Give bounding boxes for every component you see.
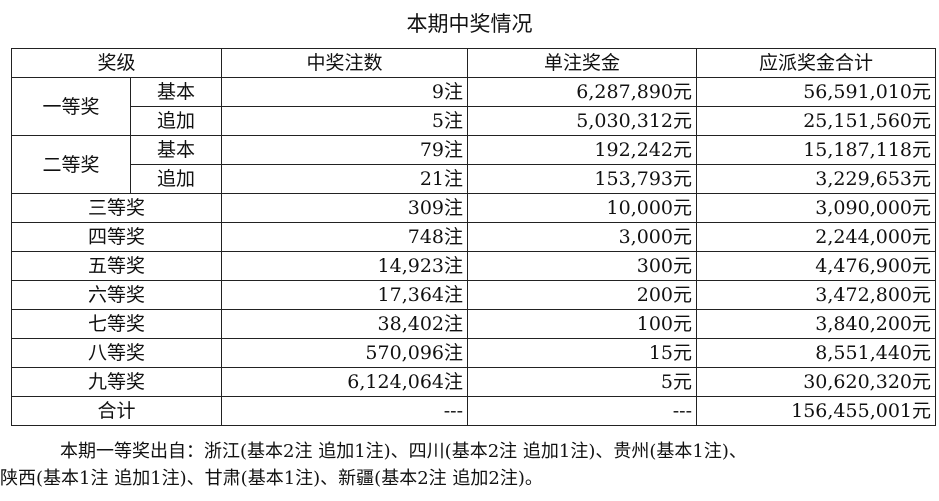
level-cell: 七等奖 [11, 309, 222, 339]
table-row: 追加 5注 5,030,312元 25,151,560元 [12, 106, 936, 136]
table-row: 二等奖 基本 79注 192,242元 15,187,118元 [11, 135, 936, 194]
count-cell: 570,096注 [221, 338, 468, 368]
single-prize-cell: 5元 [467, 367, 697, 397]
single-prize-cell: 5,030,312元 [467, 106, 697, 136]
sub-level-cell: 基本 [130, 135, 222, 165]
count-cell: 38,402注 [221, 309, 468, 339]
count-cell: 309注 [221, 193, 468, 223]
total-prize-cell: 3,840,200元 [696, 309, 936, 339]
table-total-row: 合计 --- --- 156,455,001元 [11, 396, 936, 426]
single-prize-cell: 153,793元 [467, 164, 697, 194]
sub-level-cell: 基本 [130, 77, 222, 107]
single-prize-cell: 200元 [467, 280, 697, 310]
single-prize-cell: 192,242元 [467, 135, 697, 165]
single-prize-cell: 100元 [467, 309, 697, 339]
count-cell: --- [221, 396, 468, 426]
level-cell: 八等奖 [11, 338, 222, 368]
table-row: 五等奖 14,923注 300元 4,476,900元 [11, 251, 936, 281]
table-row: 八等奖 570,096注 15元 8,551,440元 [11, 338, 936, 368]
winner-origin-note: 本期一等奖出自：浙江(基本2注 追加1注)、四川(基本2注 追加1注)、贵州(基… [0, 438, 930, 492]
total-prize-cell: 30,620,320元 [696, 367, 936, 397]
level-cell: 一等奖 [11, 77, 131, 136]
note-line-2: 陕西(基本1注 追加1注)、甘肃(基本1注)、新疆(基本2注 追加2注)。 [0, 468, 543, 489]
total-prize-cell: 4,476,900元 [696, 251, 936, 281]
table-row: 七等奖 38,402注 100元 3,840,200元 [11, 309, 936, 339]
level-cell: 三等奖 [11, 193, 222, 223]
single-prize-cell: 10,000元 [467, 193, 697, 223]
count-cell: 6,124,064注 [221, 367, 468, 397]
grand-total-cell: 156,455,001元 [696, 396, 936, 426]
level-cell: 九等奖 [11, 367, 222, 397]
table-row: 六等奖 17,364注 200元 3,472,800元 [11, 280, 936, 310]
single-prize-cell: 3,000元 [467, 222, 697, 252]
total-prize-cell: 15,187,118元 [696, 135, 936, 165]
level-cell: 五等奖 [11, 251, 222, 281]
table-row: 四等奖 748注 3,000元 2,244,000元 [11, 222, 936, 252]
total-prize-cell: 3,472,800元 [696, 280, 936, 310]
table-row: 九等奖 6,124,064注 5元 30,620,320元 [11, 367, 936, 397]
single-prize-cell: 300元 [467, 251, 697, 281]
header-total-prize: 应派奖金合计 [696, 48, 936, 78]
total-prize-cell: 56,591,010元 [696, 77, 936, 107]
level-cell: 二等奖 [11, 135, 131, 194]
total-prize-cell: 3,090,000元 [696, 193, 936, 223]
count-cell: 5注 [221, 106, 468, 136]
total-label-cell: 合计 [11, 396, 222, 426]
count-cell: 21注 [221, 164, 468, 194]
header-level: 奖级 [11, 48, 222, 78]
header-count: 中奖注数 [221, 48, 468, 78]
sub-level-cell: 追加 [130, 164, 222, 194]
single-prize-cell: 15元 [467, 338, 697, 368]
table-header-row: 奖级 中奖注数 单注奖金 应派奖金合计 [11, 48, 936, 78]
total-prize-cell: 3,229,653元 [696, 164, 936, 194]
table-row: 一等奖 基本 9注 6,287,890元 56,591,010元 [11, 77, 936, 136]
prize-table: 奖级 中奖注数 单注奖金 应派奖金合计 一等奖 基本 9注 6,287,890元… [11, 48, 936, 426]
table-row: 三等奖 309注 10,000元 3,090,000元 [11, 193, 936, 223]
level-cell: 六等奖 [11, 280, 222, 310]
note-line-1: 本期一等奖出自：浙江(基本2注 追加1注)、四川(基本2注 追加1注)、贵州(基… [60, 441, 747, 462]
total-prize-cell: 25,151,560元 [696, 106, 936, 136]
sub-level-cell: 追加 [130, 106, 222, 136]
single-prize-cell: 6,287,890元 [467, 77, 697, 107]
count-cell: 9注 [221, 77, 468, 107]
page-title: 本期中奖情况 [406, 12, 533, 36]
count-cell: 79注 [221, 135, 468, 165]
level-cell: 四等奖 [11, 222, 222, 252]
header-single-prize: 单注奖金 [467, 48, 697, 78]
count-cell: 14,923注 [221, 251, 468, 281]
count-cell: 17,364注 [221, 280, 468, 310]
single-prize-cell: --- [467, 396, 697, 426]
table-row: 追加 21注 153,793元 3,229,653元 [12, 164, 936, 194]
count-cell: 748注 [221, 222, 468, 252]
total-prize-cell: 8,551,440元 [696, 338, 936, 368]
total-prize-cell: 2,244,000元 [696, 222, 936, 252]
